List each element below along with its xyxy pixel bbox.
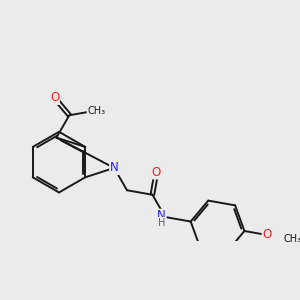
Text: O: O	[50, 91, 59, 104]
Text: N: N	[157, 209, 166, 222]
Text: O: O	[152, 166, 161, 179]
Text: H: H	[158, 218, 165, 227]
Text: O: O	[262, 229, 272, 242]
Text: CH₃: CH₃	[87, 106, 105, 116]
Text: N: N	[110, 161, 118, 174]
Text: CH₃: CH₃	[284, 234, 300, 244]
